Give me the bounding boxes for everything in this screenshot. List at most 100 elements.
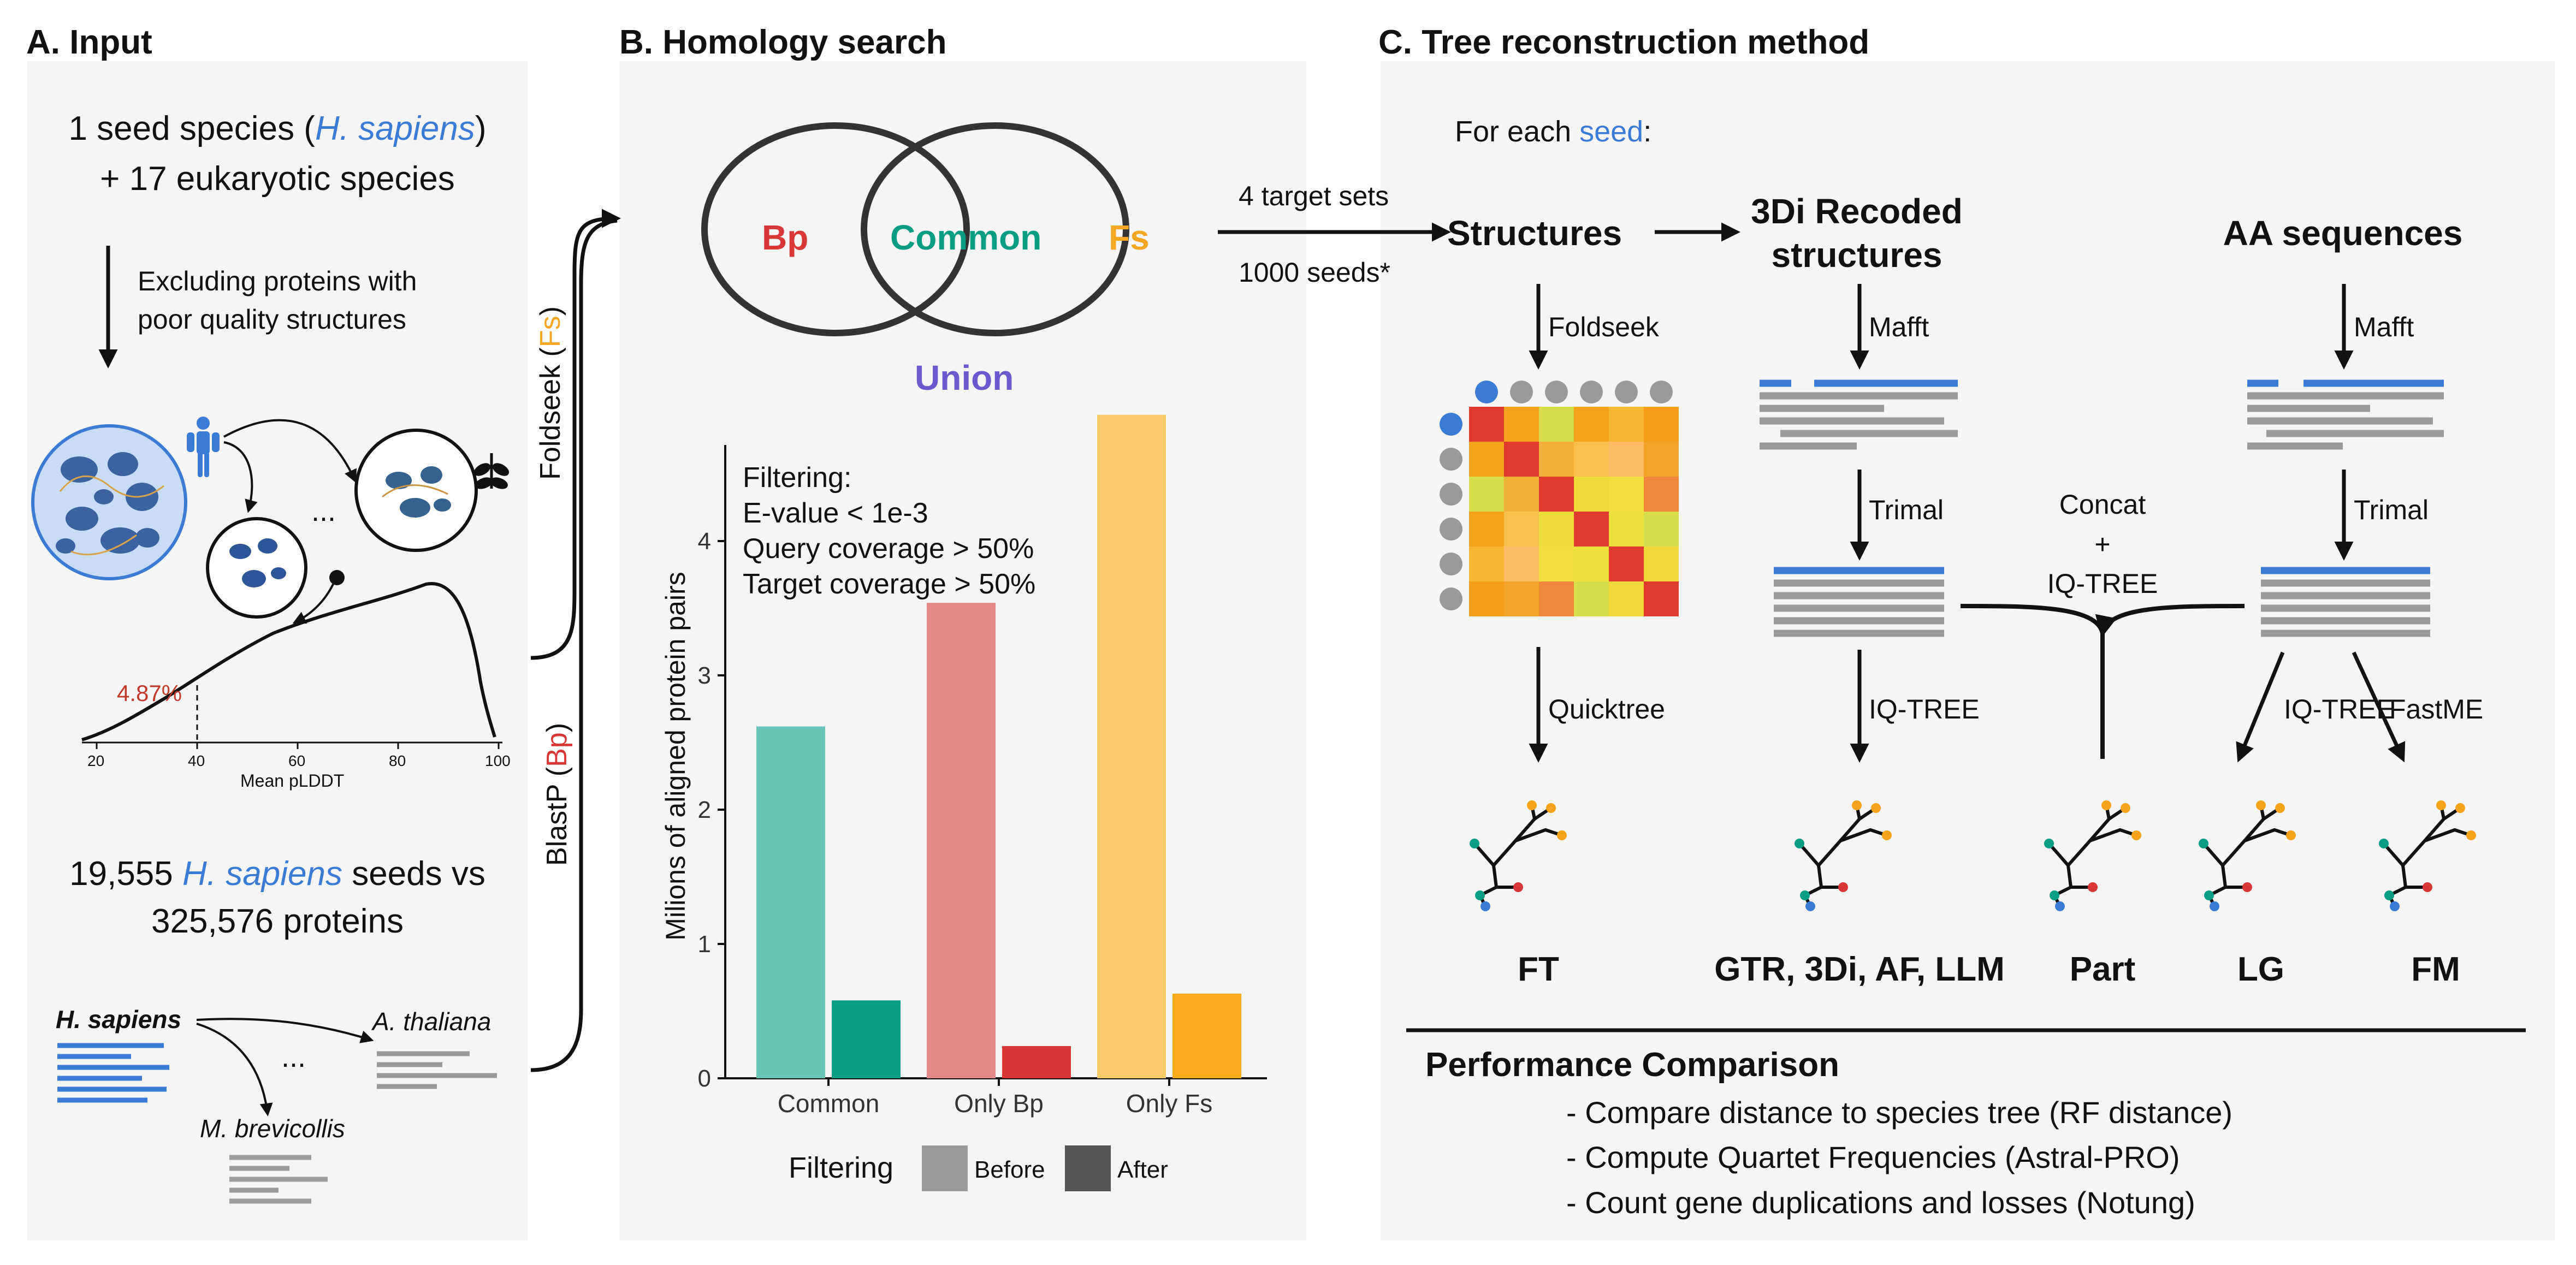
- tree-tip: [2390, 901, 2400, 911]
- distance-matrix: [1440, 381, 1679, 616]
- choanoflagellate-structure-circle: [206, 517, 307, 619]
- performance-item-notung: - Count gene duplications and losses (No…: [1566, 1185, 2195, 1220]
- tree-branch: [1514, 817, 1536, 842]
- venn-label-fs: Fs: [1109, 218, 1150, 257]
- seeds-label: 1000 seeds*: [1239, 257, 1391, 288]
- matrix-cell: [1574, 407, 1609, 442]
- arrow-iqtree-aa: [2236, 651, 2285, 763]
- tree-tip: [1852, 800, 1862, 810]
- alignment-aa-trimmed: [2261, 567, 2430, 637]
- tree-tip: [2044, 839, 2054, 848]
- human-icon: [187, 417, 220, 477]
- arrow-fastme: [2352, 651, 2406, 763]
- tree-branch: [2088, 828, 2122, 842]
- matrix-cell: [1574, 547, 1609, 581]
- tree-tip: [2088, 882, 2098, 892]
- tree-tip: [2204, 890, 2214, 900]
- tree-tip: [2199, 839, 2208, 848]
- tree-branch: [1817, 864, 1823, 889]
- tree-branch: [2066, 839, 2092, 867]
- performance-title: Performance Comparison: [1425, 1046, 1839, 1084]
- method-3di-models: GTR, 3Di, AF, LLM: [1714, 951, 2005, 988]
- venn-circle-bp: [701, 122, 970, 336]
- label-iqtree-concat: IQ-TREE: [2047, 568, 2158, 599]
- label-mafft-aa: Mafft: [2354, 312, 2414, 342]
- seq-label-mbrevicollis: M. brevicollis: [200, 1114, 345, 1143]
- tree-branch: [2401, 864, 2407, 889]
- exclude-text-2: poor quality structures: [138, 304, 406, 335]
- arrow-seq-to-mbrevicollis: [196, 1023, 273, 1116]
- matrix-row-marker: [1440, 587, 1462, 610]
- venn-label-common: Common: [890, 218, 1042, 257]
- tree-branch: [1817, 839, 1842, 867]
- plddt-tick-100: 100: [485, 752, 511, 769]
- venn-label-union: Union: [915, 358, 1014, 397]
- matrix-row-marker: [1440, 518, 1462, 541]
- matrix-cell: [1504, 547, 1539, 581]
- tree-tip: [1871, 803, 1881, 813]
- arrow-seq-to-athaliana: [196, 1018, 374, 1043]
- plddt-tick-20: 20: [87, 752, 105, 769]
- panel-c-background: [1381, 61, 2555, 1240]
- tree-tip: [2242, 882, 2252, 892]
- choanoflagellate-icon: [292, 570, 345, 624]
- tree-tip: [1882, 830, 1892, 840]
- label-trimal-3di: Trimal: [1869, 495, 1944, 525]
- plant-structure-circle: [354, 429, 478, 552]
- label-trimal-aa: Trimal: [2354, 495, 2429, 525]
- protein-blobs-small-1: [229, 538, 286, 587]
- tree-glyph: [2199, 800, 2296, 911]
- tree-tip: [1513, 882, 1523, 892]
- plddt-tick-80: 80: [389, 752, 406, 769]
- tree-branch: [2221, 864, 2227, 889]
- bar-before-2: [1097, 414, 1166, 1078]
- tree-branch: [2401, 839, 2426, 867]
- tree-branch: [1514, 828, 1547, 842]
- tree-tip: [1838, 882, 1848, 892]
- tree-tip: [2455, 803, 2465, 813]
- matrix-cell: [1644, 547, 1679, 581]
- exclude-text-1: Excluding proteins with: [138, 266, 417, 296]
- method-lg: LG: [2237, 951, 2285, 988]
- method-part: Part: [2069, 951, 2136, 988]
- matrix-cell: [1504, 407, 1539, 442]
- matrix-cell: [1644, 407, 1679, 442]
- tree-branch: [1492, 839, 1517, 867]
- matrix-cell: [1504, 512, 1539, 547]
- panel-a-title: A. Input: [26, 23, 152, 61]
- arrow-human-to-choano: [223, 441, 258, 513]
- seed-species-name: H. sapiens: [315, 110, 475, 147]
- matrix-col-marker: [1615, 381, 1638, 403]
- legend-before-label: Before: [974, 1156, 1045, 1183]
- proteins-count-line: 325,576 proteins: [151, 902, 404, 940]
- legend-swatch-after: [1065, 1145, 1111, 1191]
- matrix-cell: [1504, 442, 1539, 477]
- tree-branch: [2221, 839, 2246, 867]
- tree-tip: [2423, 882, 2432, 892]
- tree-tip: [2384, 890, 2394, 900]
- tree-branch: [2243, 817, 2265, 842]
- concat-bracket: [1960, 604, 2245, 759]
- seq-bars-hsapiens: [57, 1043, 169, 1103]
- plddt-density-plot: [81, 581, 502, 749]
- label-fastme: FastME: [2389, 694, 2484, 724]
- tree-tip: [2466, 830, 2476, 840]
- x-tick-label: Only Bp: [954, 1089, 1044, 1118]
- performance-item-rf: - Compare distance to species tree (RF d…: [1566, 1095, 2233, 1130]
- legend-swatch-before: [922, 1145, 968, 1191]
- trees: [1470, 800, 2476, 911]
- tree-tip: [2275, 803, 2285, 813]
- filter-query-coverage: Query coverage > 50%: [743, 533, 1034, 565]
- y-tick-label: 2: [698, 797, 711, 823]
- tree-tip: [1470, 839, 1479, 848]
- tree-glyph: [2044, 800, 2141, 911]
- tree-branch: [2423, 828, 2456, 842]
- label-iqtree-aa: IQ-TREE: [2284, 694, 2395, 724]
- eukaryotic-species-line: + 17 eukaryotic species: [100, 160, 455, 198]
- label-quicktree: Quicktree: [1548, 694, 1665, 724]
- matrix-cell: [1539, 547, 1574, 581]
- seq-ellipsis: ...: [281, 1041, 306, 1073]
- seeds-species-name: H. sapiens: [182, 855, 342, 893]
